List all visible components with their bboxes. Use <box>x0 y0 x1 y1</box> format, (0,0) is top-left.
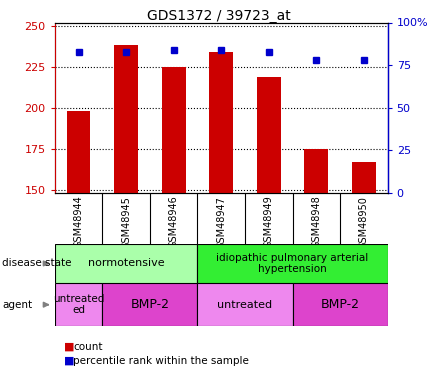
Text: agent: agent <box>2 300 32 310</box>
Bar <box>352 162 376 193</box>
Text: GSM48946: GSM48946 <box>169 196 179 248</box>
Text: ■: ■ <box>64 342 74 352</box>
Text: percentile rank within the sample: percentile rank within the sample <box>73 356 249 366</box>
Text: GSM48947: GSM48947 <box>216 196 226 249</box>
FancyBboxPatch shape <box>102 283 198 326</box>
Text: untreated: untreated <box>217 300 272 310</box>
Text: idiopathic pulmonary arterial
hypertension: idiopathic pulmonary arterial hypertensi… <box>216 253 369 274</box>
FancyBboxPatch shape <box>55 283 102 326</box>
Text: GSM48950: GSM48950 <box>359 196 369 249</box>
Text: BMP-2: BMP-2 <box>131 298 170 311</box>
Text: disease state: disease state <box>2 258 72 268</box>
FancyBboxPatch shape <box>198 283 293 326</box>
Text: untreated
ed: untreated ed <box>53 294 104 315</box>
Text: GSM48945: GSM48945 <box>121 196 131 249</box>
Bar <box>304 149 328 193</box>
Bar <box>162 67 186 193</box>
Bar <box>257 76 281 193</box>
Bar <box>114 45 138 193</box>
FancyBboxPatch shape <box>293 283 388 326</box>
Text: GSM48949: GSM48949 <box>264 196 274 248</box>
Text: normotensive: normotensive <box>88 258 164 268</box>
Text: ■: ■ <box>64 356 74 366</box>
Text: GDS1372 / 39723_at: GDS1372 / 39723_at <box>147 9 291 23</box>
Text: GSM48948: GSM48948 <box>311 196 321 248</box>
Text: BMP-2: BMP-2 <box>321 298 360 311</box>
Bar <box>67 111 90 193</box>
Bar <box>209 52 233 193</box>
FancyBboxPatch shape <box>198 244 388 283</box>
Text: GSM48944: GSM48944 <box>74 196 84 248</box>
FancyBboxPatch shape <box>55 244 198 283</box>
Text: count: count <box>73 342 102 352</box>
